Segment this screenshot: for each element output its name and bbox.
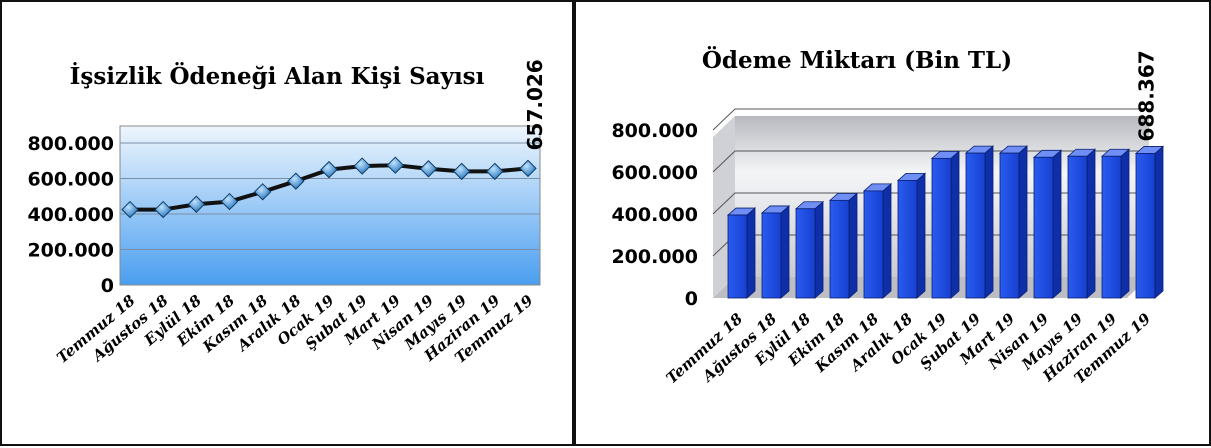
bar — [998, 145, 1029, 299]
bar — [896, 172, 927, 299]
data-point — [486, 162, 504, 181]
data-point — [253, 183, 272, 201]
bar — [1032, 149, 1063, 299]
bar — [862, 183, 893, 299]
bar — [1066, 148, 1097, 299]
bar — [828, 192, 859, 299]
data-point — [187, 195, 206, 213]
left-chart-panel: İşsizlik Ödeneği Alan Kişi Sayısı 0 200.0… — [0, 0, 574, 446]
y-tick-label: 400.000 — [27, 204, 114, 226]
bar-chart: Ödeme Miktarı (Bin TL) 0 200.000 400.000 60… — [611, 46, 1165, 387]
data-point — [287, 172, 305, 190]
line-chart: İşsizlik Ödeneği Alan Kişi Sayısı 0 200.0… — [27, 59, 547, 367]
chart-title: İşsizlik Ödeneği Alan Kişi Sayısı — [70, 62, 485, 90]
data-point — [353, 157, 371, 175]
data-label: 657.026 — [523, 59, 547, 150]
y-tick-label: 0 — [101, 275, 114, 297]
bar — [1100, 148, 1131, 299]
y-tick-label: 0 — [685, 288, 698, 310]
data-point — [220, 192, 239, 211]
data-point — [519, 159, 537, 178]
gridline — [712, 108, 1149, 131]
y-tick-label: 200.000 — [611, 246, 698, 268]
y-tick-label: 800.000 — [611, 120, 698, 142]
bar — [930, 150, 961, 299]
bar — [1134, 145, 1165, 299]
bar — [964, 145, 995, 299]
data-point — [419, 160, 438, 178]
right-chart-panel: Ödeme Miktarı (Bin TL) 0 200.000 400.000 60… — [574, 0, 1211, 446]
y-tick-label: 200.000 — [27, 240, 114, 262]
chart-title: Ödeme Miktarı (Bin TL) — [702, 46, 1012, 74]
data-point — [386, 156, 405, 174]
y-tick-label: 800.000 — [27, 133, 114, 155]
y-tick-label: 600.000 — [611, 162, 698, 184]
bar — [760, 205, 791, 299]
bar — [794, 200, 825, 299]
data-label: 688.367 — [1135, 50, 1159, 141]
data-point — [320, 160, 338, 179]
y-tick-label: 400.000 — [611, 204, 698, 226]
data-point — [452, 162, 471, 181]
data-point — [121, 200, 139, 219]
y-tick-label: 600.000 — [27, 169, 114, 191]
data-point — [154, 200, 172, 219]
bar — [726, 207, 757, 299]
